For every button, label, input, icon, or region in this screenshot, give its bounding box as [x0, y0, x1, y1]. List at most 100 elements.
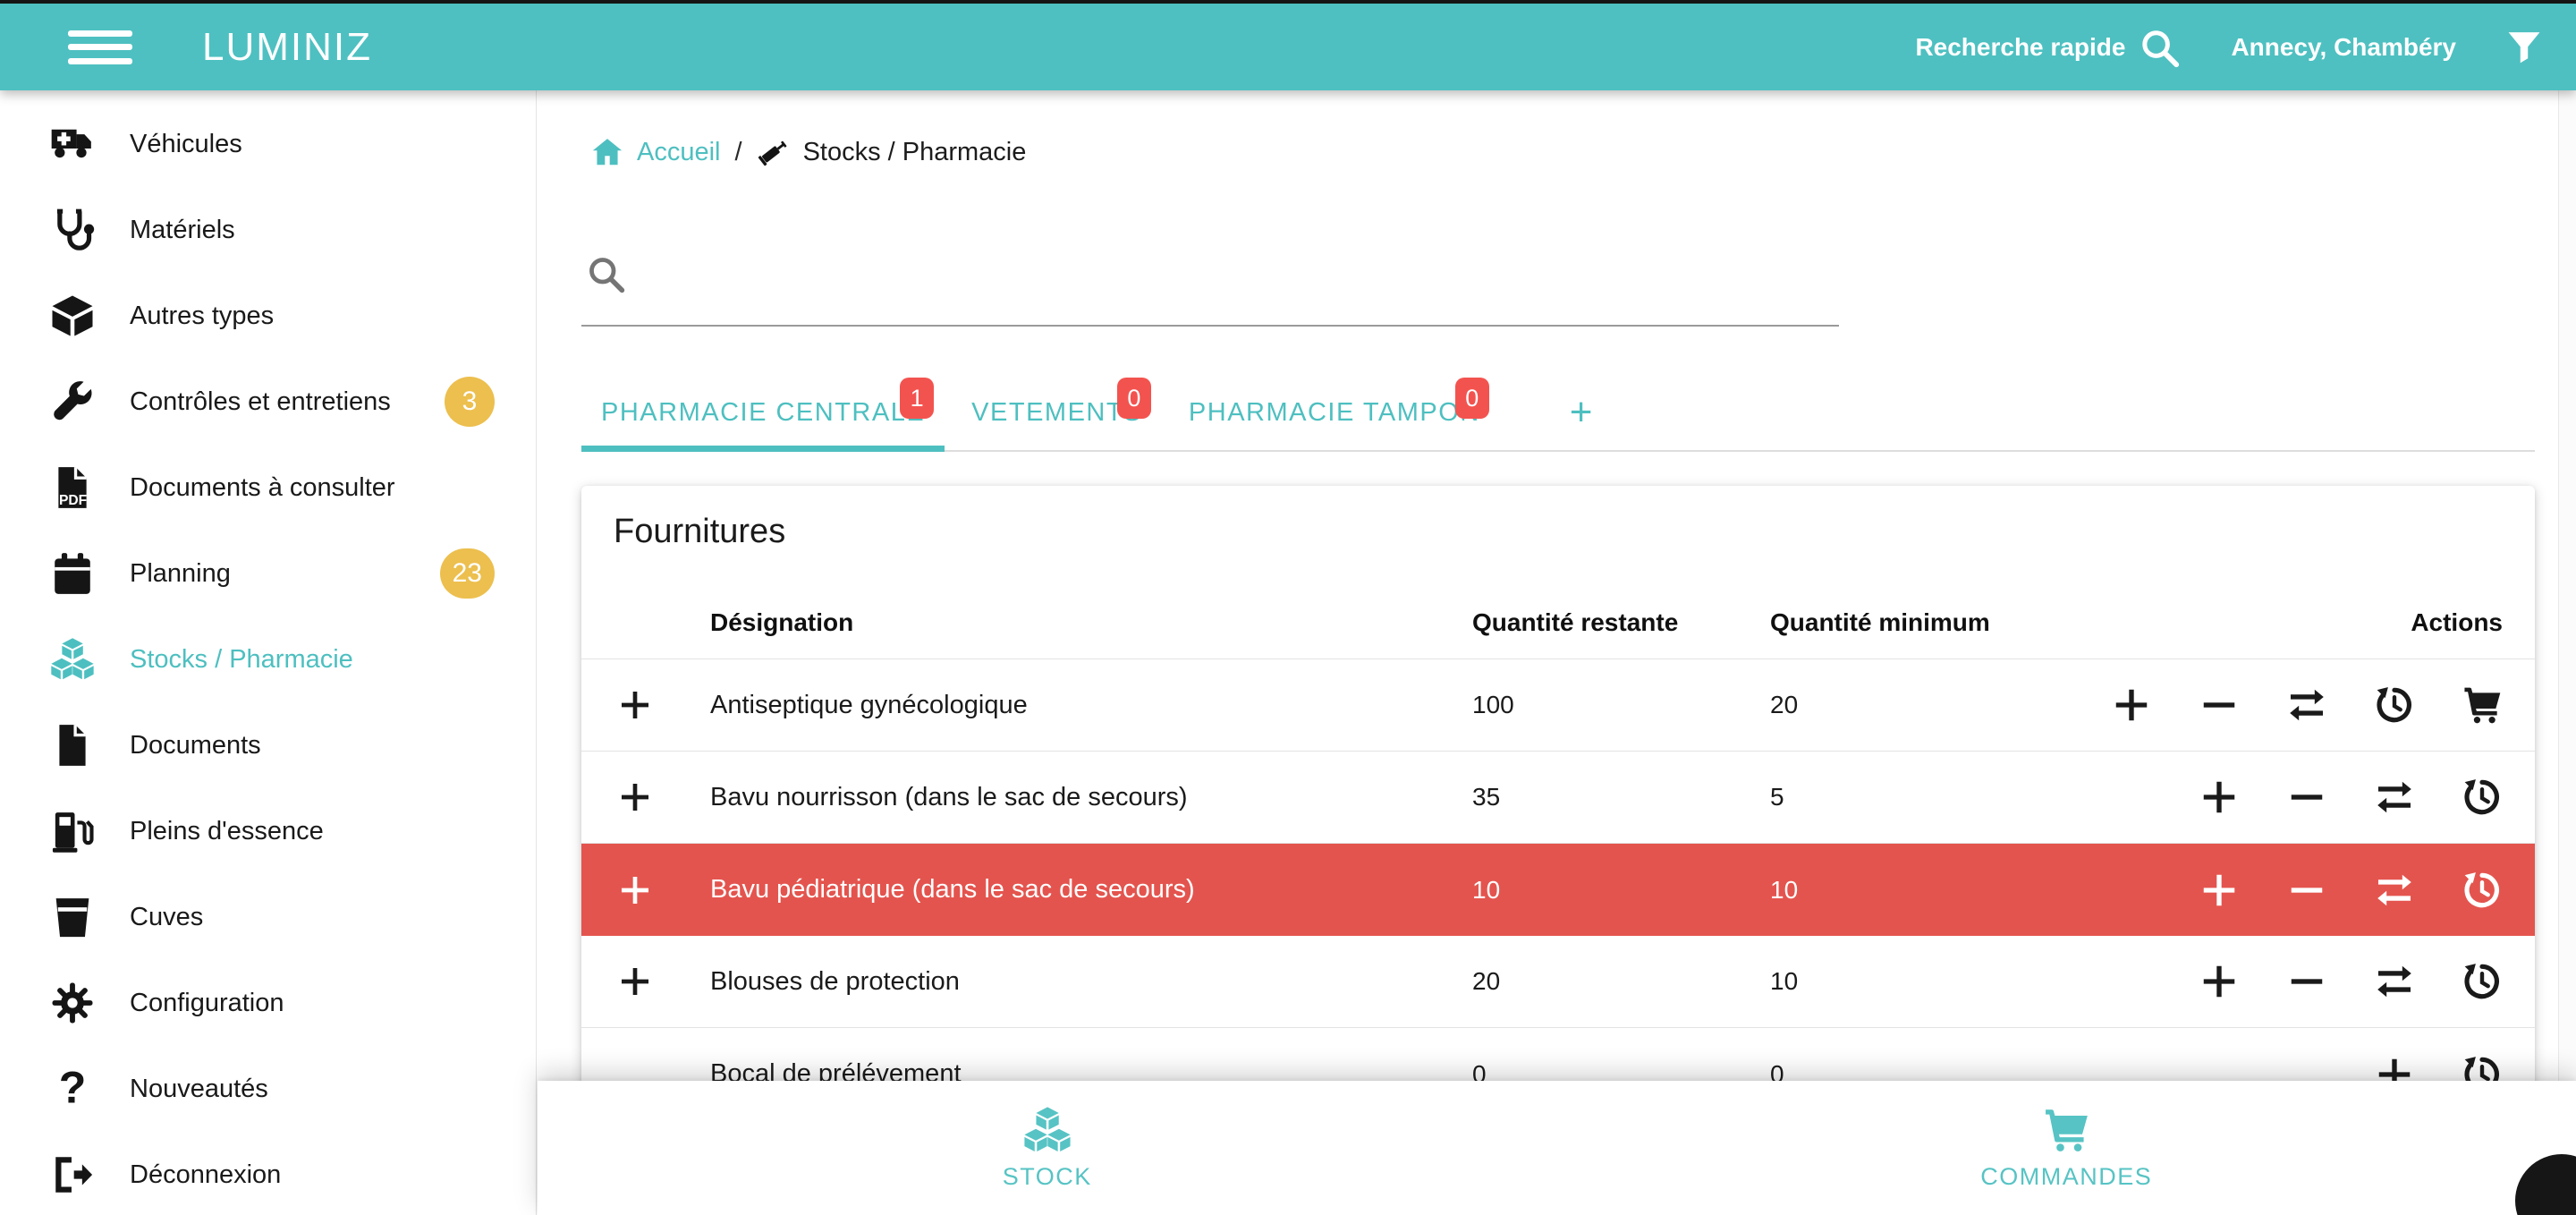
- sidebar-item-cuves[interactable]: Cuves: [0, 874, 536, 960]
- location-selector[interactable]: Annecy, Chambéry: [2231, 32, 2456, 61]
- bottom-nav-commandes[interactable]: COMMANDES: [1557, 1081, 2576, 1215]
- transfer-stock-button[interactable]: [2374, 777, 2415, 818]
- stock-tabs: PHARMACIE CENTRALE 1 VETEMENTS 0 PHARMAC…: [581, 375, 2535, 452]
- cart-icon: [2462, 684, 2503, 726]
- cubes-icon: [1023, 1106, 1072, 1154]
- plus-icon: [617, 687, 653, 723]
- card-title: Fournitures: [614, 513, 786, 550]
- home-icon: [590, 135, 624, 169]
- sidebar-item-configuration[interactable]: Configuration: [0, 960, 536, 1046]
- quick-search-button[interactable]: Recherche rapide: [1915, 26, 2181, 69]
- table-header: Désignation Quantité restante Quantité m…: [581, 586, 2535, 659]
- cart-icon: [2042, 1106, 2090, 1154]
- plus-icon: [617, 872, 653, 908]
- vertical-scrollbar[interactable]: [2558, 90, 2576, 1215]
- designation-cell: Bavu nourrisson (dans le sac de secours): [710, 782, 1188, 811]
- minus-icon: [2286, 961, 2327, 1002]
- history-button[interactable]: [2374, 684, 2415, 726]
- designation-cell: Bavu pédiatrique (dans le sac de secours…: [710, 875, 1195, 904]
- table-row: Bavu nourrisson (dans le sac de secours)…: [581, 752, 2535, 844]
- breadcrumb-separator: /: [734, 137, 742, 166]
- stethoscope-icon: [49, 207, 96, 253]
- transfer-stock-button[interactable]: [2286, 684, 2327, 726]
- increase-stock-button[interactable]: [2199, 777, 2240, 818]
- order-button[interactable]: [2462, 684, 2503, 726]
- transfer-icon: [2374, 961, 2415, 1002]
- window-top-strip: [0, 0, 2576, 4]
- file-icon: [49, 722, 96, 769]
- decrease-stock-button[interactable]: [2286, 870, 2327, 911]
- tab-vetements[interactable]: VETEMENTS 0: [952, 375, 1162, 450]
- transfer-icon: [2374, 777, 2415, 818]
- expand-row-button[interactable]: [617, 872, 653, 908]
- sidebar-item-autres-types[interactable]: Autres types: [0, 273, 536, 359]
- remaining-qty-cell: 0: [1472, 1059, 1487, 1088]
- sidebar-item-documents[interactable]: Documents: [0, 702, 536, 788]
- table-row: Blouses de protection 20 10: [581, 936, 2535, 1028]
- decrease-stock-button[interactable]: [2286, 961, 2327, 1002]
- decrease-stock-button[interactable]: [2286, 777, 2327, 818]
- bottom-nav-stock[interactable]: STOCK: [538, 1081, 1557, 1215]
- increase-stock-button[interactable]: [2199, 961, 2240, 1002]
- increase-stock-button[interactable]: [2199, 870, 2240, 911]
- app-bar: LUMINIZ Recherche rapide Annecy, Chambér…: [0, 4, 2576, 90]
- sidebar-item-controles[interactable]: Contrôles et entretiens 3: [0, 359, 536, 445]
- expand-row-button[interactable]: [617, 687, 653, 723]
- minimum-qty-cell: 10: [1770, 875, 1799, 904]
- breadcrumb-home-link[interactable]: Accueil: [590, 135, 721, 169]
- search-icon: [2138, 26, 2181, 69]
- tab-badge: 1: [900, 378, 935, 419]
- minimum-qty-cell: 5: [1770, 783, 1784, 811]
- history-button[interactable]: [2462, 777, 2503, 818]
- gas-pump-icon: [49, 808, 96, 854]
- expand-row-button[interactable]: [617, 779, 653, 815]
- main-content: Accueil / Stocks / Pharmacie PHARMACIE C…: [538, 90, 2576, 1215]
- calendar-icon: [49, 550, 96, 597]
- ambulance-icon: [49, 121, 96, 167]
- sidebar-item-nouveautes[interactable]: Nouveautés: [0, 1046, 536, 1132]
- sidebar-item-pleins-essence[interactable]: Pleins d'essence: [0, 788, 536, 874]
- planning-badge: 23: [439, 548, 495, 599]
- tab-pharmacie-centrale[interactable]: PHARMACIE CENTRALE 1: [581, 375, 945, 452]
- cube-icon: [49, 293, 96, 339]
- sidebar: Véhicules Matériels Autres types Contrôl…: [0, 90, 537, 1215]
- minus-icon: [2199, 684, 2240, 726]
- history-icon: [2462, 961, 2503, 1002]
- remaining-qty-cell: 100: [1472, 691, 1514, 718]
- remaining-qty-cell: 35: [1472, 783, 1501, 811]
- syringe-icon: [757, 135, 791, 169]
- minimum-qty-cell: 10: [1770, 967, 1799, 995]
- history-icon: [2462, 777, 2503, 818]
- remaining-qty-cell: 20: [1472, 967, 1501, 995]
- history-button[interactable]: [2462, 870, 2503, 911]
- transfer-stock-button[interactable]: [2374, 961, 2415, 1002]
- transfer-icon: [2286, 684, 2327, 726]
- sidebar-item-materiels[interactable]: Matériels: [0, 187, 536, 273]
- plus-icon: [2199, 961, 2240, 1002]
- column-header-designation: Désignation: [710, 608, 854, 636]
- file-pdf-icon: [49, 464, 96, 511]
- filter-button[interactable]: [2504, 28, 2544, 67]
- breadcrumb-current: Stocks / Pharmacie: [757, 135, 1026, 169]
- sidebar-item-documents-a-consulter[interactable]: Documents à consulter: [0, 445, 536, 531]
- sidebar-item-deconnexion[interactable]: Déconnexion: [0, 1132, 536, 1215]
- transfer-stock-button[interactable]: [2374, 870, 2415, 911]
- history-button[interactable]: [2462, 961, 2503, 1002]
- sidebar-item-planning[interactable]: Planning 23: [0, 531, 536, 616]
- search-icon: [585, 253, 626, 294]
- sidebar-item-vehicules[interactable]: Véhicules: [0, 101, 536, 187]
- sidebar-item-stocks-pharmacie[interactable]: Stocks / Pharmacie: [0, 616, 536, 702]
- plus-icon: [617, 779, 653, 815]
- increase-stock-button[interactable]: [2111, 684, 2152, 726]
- sign-out-icon: [49, 1151, 96, 1198]
- stock-search-input[interactable]: [644, 253, 1839, 316]
- decrease-stock-button[interactable]: [2199, 684, 2240, 726]
- expand-row-button[interactable]: [617, 964, 653, 999]
- breadcrumb: Accueil / Stocks / Pharmacie: [590, 134, 2576, 170]
- add-tab-button[interactable]: +: [1546, 375, 1616, 450]
- menu-icon[interactable]: [68, 29, 132, 66]
- tab-pharmacie-tampon[interactable]: PHARMACIE TAMPON 0: [1169, 375, 1500, 450]
- question-icon: [49, 1066, 96, 1112]
- minimum-qty-cell: 0: [1770, 1059, 1784, 1088]
- column-header-quantite-minimum: Quantité minimum: [1770, 608, 1990, 636]
